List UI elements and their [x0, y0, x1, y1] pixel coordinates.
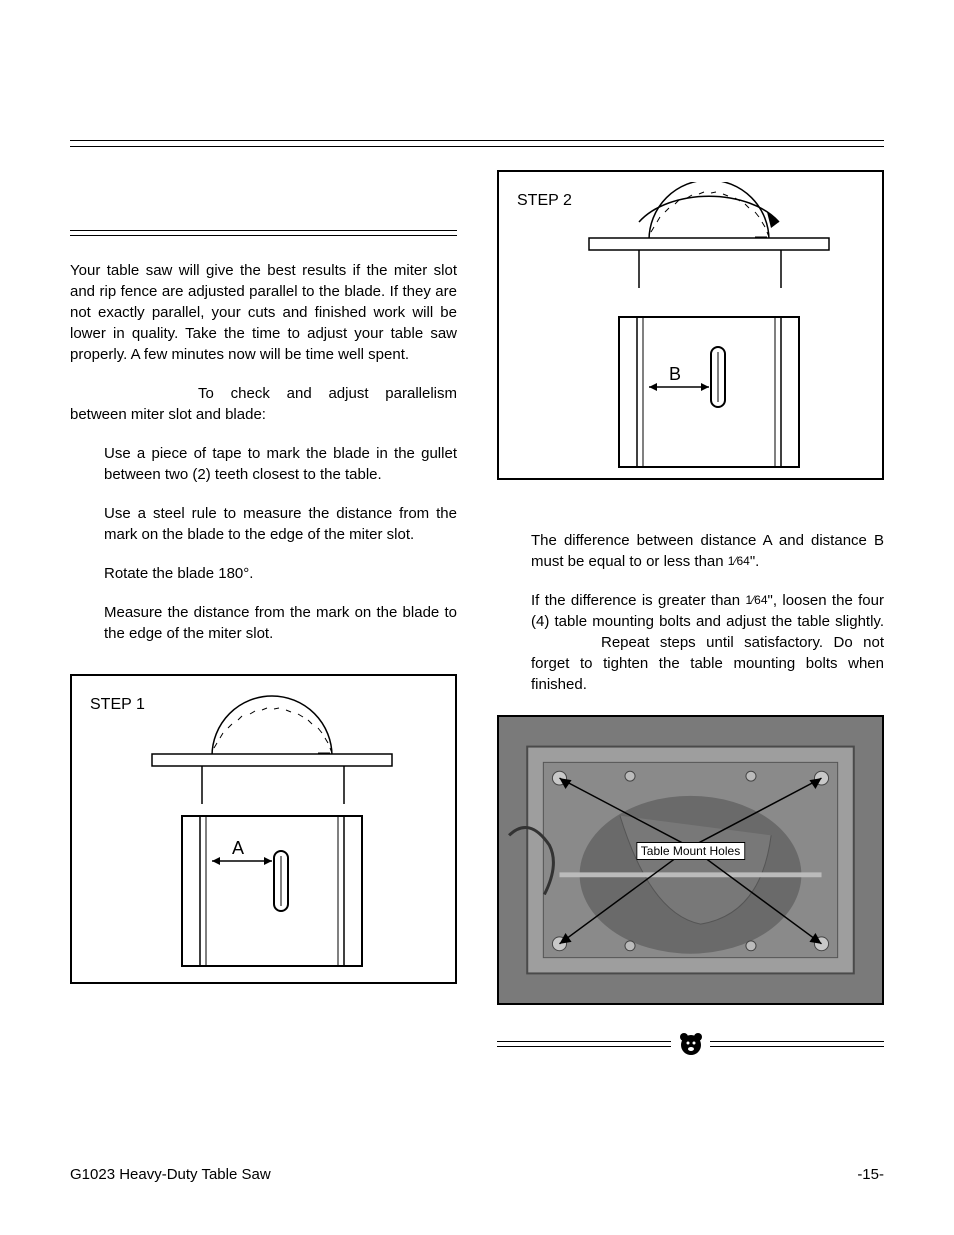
step-1-label: STEP 1 [90, 696, 145, 714]
two-column-layout: Your table saw will give the best result… [70, 170, 884, 1059]
footer-page-number: -15- [857, 1166, 884, 1183]
figure-step-2: STEP 2 [497, 170, 884, 480]
photo-label: Table Mount Holes [636, 842, 745, 860]
fraction-1-64-b: 1⁄64 [745, 593, 767, 607]
table-mount-photo: Table Mount Holes [497, 715, 884, 1005]
right-para-2: If the difference is greater than 1⁄64",… [531, 590, 884, 695]
page-footer: G1023 Heavy-Duty Table Saw -15- [70, 1166, 884, 1183]
top-rule-heavy [70, 140, 884, 141]
footer-product: G1023 Heavy-Duty Table Saw [70, 1166, 271, 1183]
right-para-1: The difference between distance A and di… [531, 530, 884, 572]
letter-a-svg: A [232, 838, 244, 858]
photo-svg [499, 717, 882, 1003]
intro-paragraph: Your table saw will give the best result… [70, 260, 457, 365]
top-rule-light [70, 146, 884, 147]
section-rule-heavy [70, 230, 457, 231]
step-a: Use a piece of tape to mark the blade in… [104, 443, 457, 485]
bear-icon [677, 1029, 705, 1057]
step-b: Use a steel rule to measure the distance… [104, 503, 457, 545]
right-column: STEP 2 [497, 170, 884, 1059]
left-column: Your table saw will give the best result… [70, 170, 457, 1059]
lead-paragraph: To check and adjust parallelism between … [70, 383, 457, 425]
manual-page: Your table saw will give the best result… [0, 0, 954, 1235]
step-d: Measure the distance from the mark on th… [104, 602, 457, 644]
step-c: Rotate the blade 180°. [104, 563, 457, 584]
figure-step-1: STEP 1 [70, 674, 457, 984]
section-rule-light [70, 235, 457, 236]
fraction-1-64: 1⁄64 [728, 554, 750, 568]
step-2-label: STEP 2 [517, 192, 572, 210]
letter-b-svg: B [669, 364, 681, 384]
step-2-diagram: B [509, 182, 869, 472]
bear-divider [497, 1029, 884, 1059]
lead-text: To check and adjust parallelism between … [70, 385, 457, 423]
step-1-diagram: A [82, 686, 442, 976]
